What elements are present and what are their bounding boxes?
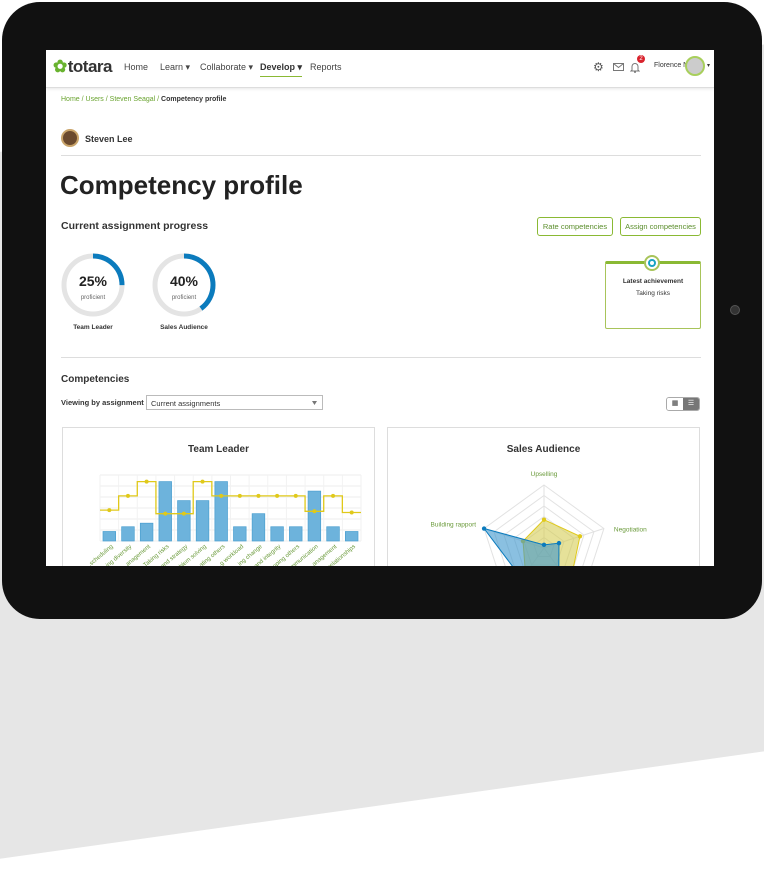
radar-grid [493, 494, 595, 566]
target-point [181, 511, 186, 516]
radar-grid [503, 505, 585, 566]
target-point [331, 493, 336, 498]
bell-icon[interactable] [630, 62, 640, 73]
divider [61, 155, 701, 156]
chart-card-team-leader: Team Leader ...scheduling ...ing diversit… [62, 427, 375, 566]
bar [345, 531, 359, 542]
latest-achievement-card: Latest achievement Taking risks [605, 255, 701, 329]
achievement-value: Taking risks [636, 290, 670, 297]
bar [102, 531, 116, 542]
radar-axis-label: Upselling [531, 471, 558, 478]
view-toggle: ▦ ☰ [666, 397, 700, 411]
chart-card-sales-audience: Sales Audience Upselling Negotiation Build… [387, 427, 700, 566]
donut-label: Team Leader [73, 324, 113, 331]
target-point [349, 510, 354, 515]
radar-series [482, 527, 560, 566]
progress-heading: Current assignment progress [61, 220, 209, 232]
radar-point [481, 526, 487, 531]
target-line [100, 480, 361, 515]
bar [251, 513, 266, 542]
nav-learn[interactable]: Learn ▾ [160, 62, 191, 72]
target-point [125, 493, 130, 498]
nav-home[interactable]: Home [124, 62, 149, 72]
competencies-heading: Competencies [61, 374, 130, 385]
notification-badge: 2 [637, 55, 645, 63]
progress-donut: 40% proficient Sales Audience [150, 251, 218, 341]
breadcrumb: Home / Users / Steven Seagal / Competenc… [61, 96, 227, 103]
donut-sub: proficient [81, 295, 106, 301]
target-point [256, 493, 261, 498]
target-point [237, 493, 242, 498]
viewing-label: Viewing by assignment [61, 398, 144, 407]
mail-icon[interactable] [613, 63, 624, 71]
profile-name: Steven Lee [85, 134, 133, 144]
divider [61, 357, 701, 358]
chart-title: Team Leader [188, 444, 249, 455]
breadcrumb-users[interactable]: Users [85, 96, 104, 103]
donut-sub: proficient [172, 295, 197, 301]
bar [121, 526, 135, 542]
bar [233, 526, 247, 542]
radar-axis-label: Negotiation [614, 527, 647, 534]
chevron-down-icon [312, 401, 317, 405]
assign-competencies-button[interactable]: Assign competencies [620, 217, 701, 236]
home-button [730, 305, 740, 315]
target-point [144, 479, 149, 484]
top-navbar: ✿totara Home Learn ▾ Collaborate ▾ Devel… [46, 50, 714, 88]
target-point [163, 511, 168, 516]
nav-develop[interactable]: Develop ▾ [260, 62, 303, 77]
rate-competencies-button[interactable]: Rate competencies [537, 217, 613, 236]
target-point [200, 479, 205, 484]
breadcrumb-home[interactable]: Home [61, 96, 80, 103]
radar-point [577, 534, 583, 539]
bar [270, 526, 284, 542]
bar [139, 522, 154, 542]
donut-percent: 40% [170, 273, 199, 289]
nav-collaborate[interactable]: Collaborate ▾ [200, 62, 254, 72]
donut-progress [152, 253, 216, 317]
assignment-select[interactable]: Current assignments [146, 395, 323, 410]
page-title: Competency profile [60, 170, 303, 200]
logo[interactable]: ✿totara [53, 57, 112, 76]
achievement-title: Latest achievement [622, 278, 684, 285]
list-view-icon[interactable]: ☰ [683, 398, 699, 410]
bar-chart: ...scheduling...ing diversity...anagemen… [85, 474, 362, 566]
target-point [219, 493, 224, 498]
avatar[interactable] [685, 56, 705, 76]
user-avatar [61, 129, 79, 147]
chart-title: Sales Audience [506, 444, 581, 455]
bar [326, 526, 340, 542]
radar-point [556, 540, 562, 546]
chevron-down-icon[interactable]: ▾ [707, 63, 711, 69]
radar-point [541, 542, 547, 548]
target-point [293, 493, 298, 498]
bar [214, 481, 228, 542]
bar [177, 500, 191, 542]
gear-icon[interactable]: ⚙ [593, 60, 604, 74]
radar-grid [483, 484, 605, 566]
leaf-icon: ✿ [53, 57, 67, 76]
bar [195, 500, 210, 542]
target-point [275, 493, 280, 498]
target-point [107, 508, 112, 513]
grid-view-icon[interactable]: ▦ [667, 398, 683, 410]
progress-donut: 25% proficient Team Leader [59, 251, 127, 341]
screen: ✿totara Home Learn ▾ Collaborate ▾ Devel… [46, 50, 714, 566]
radar-point [541, 517, 547, 522]
donut-percent: 25% [79, 273, 108, 289]
bar [307, 490, 322, 542]
bar [158, 481, 172, 542]
radar-chart: Upselling Negotiation Building rapport [431, 471, 647, 566]
achievement-badge-icon [644, 255, 660, 271]
bar [289, 526, 303, 542]
donut-progress [61, 253, 125, 317]
breadcrumb-current: Competency profile [161, 96, 227, 103]
breadcrumb-user[interactable]: Steven Seagal [109, 96, 156, 103]
nav-reports[interactable]: Reports [310, 62, 342, 72]
user-name[interactable]: Florence N [654, 62, 689, 69]
target-point [312, 509, 317, 514]
radar-axis-label: Building rapport [431, 522, 477, 529]
donut-label: Sales Audience [160, 324, 208, 331]
